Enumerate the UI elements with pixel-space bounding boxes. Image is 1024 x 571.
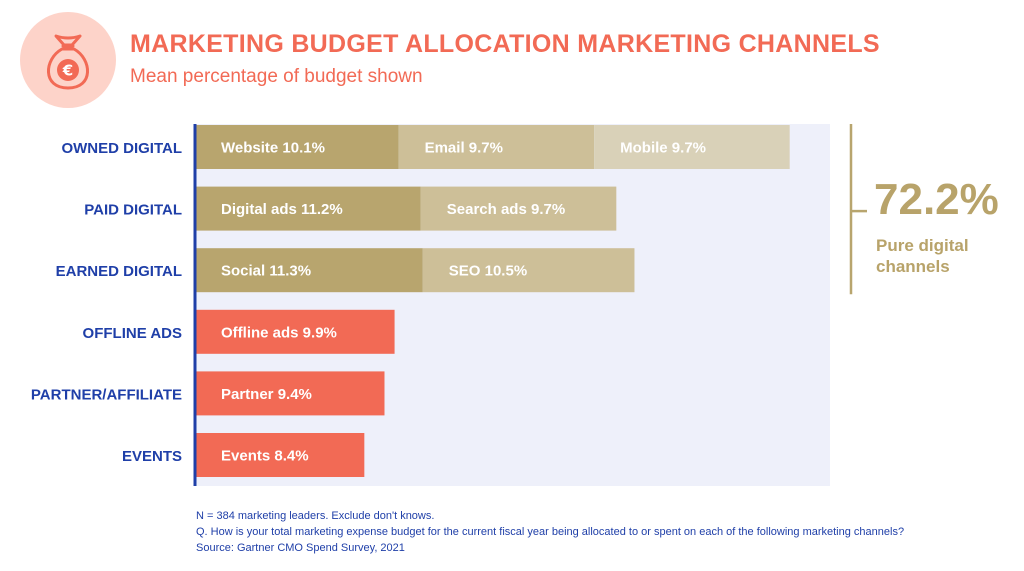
bar-partner <box>195 371 385 416</box>
category-label-events: EVENTS <box>122 448 182 465</box>
pure-digital-total: 72.2% <box>874 175 999 224</box>
plot-background <box>195 124 830 486</box>
data-label-mobile: Mobile 9.7% <box>620 140 706 157</box>
chart-footer: N = 384 marketing leaders. Exclude don't… <box>196 508 904 556</box>
sample-note: N = 384 marketing leaders. Exclude don't… <box>196 510 435 522</box>
data-label-email: Email 9.7% <box>425 140 503 157</box>
chart-subtitle: Mean percentage of budget shown <box>130 66 423 87</box>
svg-text:€: € <box>62 62 73 80</box>
category-label-earned-digital: EARNED DIGITAL <box>56 263 182 280</box>
data-label-offline-ads: Offline ads 9.9% <box>221 324 337 341</box>
data-label-social: Social 11.3% <box>221 263 311 280</box>
data-label-partner: Partner 9.4% <box>221 386 312 403</box>
data-label-events: Events 8.4% <box>221 448 309 465</box>
pure-digital-label: Pure digital channels <box>876 236 969 276</box>
category-label-owned-digital: OWNED DIGITAL <box>61 140 182 157</box>
data-label-search-ads: Search ads 9.7% <box>447 201 565 218</box>
bar-website <box>195 125 399 169</box>
category-label-paid-digital: PAID DIGITAL <box>84 202 182 219</box>
bar-events <box>195 433 365 477</box>
bar-social <box>195 248 423 293</box>
money-bag-euro-icon: € <box>20 12 116 108</box>
data-label-website: Website 10.1% <box>221 140 325 157</box>
source-note: Source: Gartner CMO Spend Survey, 2021 <box>196 542 405 554</box>
bar-digital-ads <box>195 186 421 231</box>
survey-question: Q. How is your total marketing expense b… <box>196 526 905 538</box>
bar-email <box>398 125 595 169</box>
category-label-partner-affiliate: PARTNER/AFFILIATE <box>31 386 182 403</box>
chart-title: MARKETING BUDGET ALLOCATION MARKETING CH… <box>130 30 880 58</box>
bar-search-ads <box>420 186 617 231</box>
bar-seo <box>422 248 635 293</box>
bar-mobile <box>594 125 790 169</box>
bar-offline-ads <box>195 309 395 354</box>
data-label-seo: SEO 10.5% <box>449 263 527 280</box>
category-label-offline-ads: OFFLINE ADS <box>83 325 182 342</box>
data-label-digital-ads: Digital ads 11.2% <box>221 201 343 218</box>
